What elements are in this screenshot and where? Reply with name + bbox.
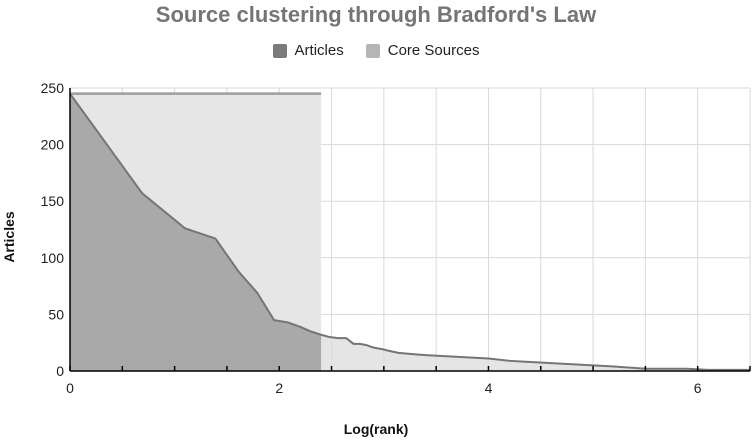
y-tick-label: 200: [41, 137, 65, 153]
legend: Articles Core Sources: [0, 42, 752, 59]
legend-swatch-core-sources: [365, 43, 380, 58]
x-tick-label: 0: [66, 380, 74, 396]
legend-item-articles[interactable]: Articles: [272, 42, 344, 59]
legend-swatch-articles: [272, 43, 287, 58]
y-tick-label: 100: [41, 250, 65, 266]
legend-label-articles: Articles: [294, 42, 344, 59]
x-axis-label: Log(rank): [343, 421, 409, 437]
legend-label-core-sources: Core Sources: [387, 42, 480, 59]
y-tick-label: 50: [48, 306, 64, 322]
legend-item-core-sources[interactable]: Core Sources: [365, 42, 480, 59]
chart-title: Source clustering through Bradford's Law: [155, 2, 597, 27]
y-tick-label: 150: [41, 193, 65, 209]
y-tick-label: 0: [56, 363, 64, 379]
x-tick-label: 6: [694, 380, 702, 396]
x-tick-label: 2: [275, 380, 283, 396]
y-axis-label: Articles: [1, 211, 17, 263]
y-tick-label: 250: [41, 80, 65, 96]
x-tick-label: 4: [485, 380, 493, 396]
